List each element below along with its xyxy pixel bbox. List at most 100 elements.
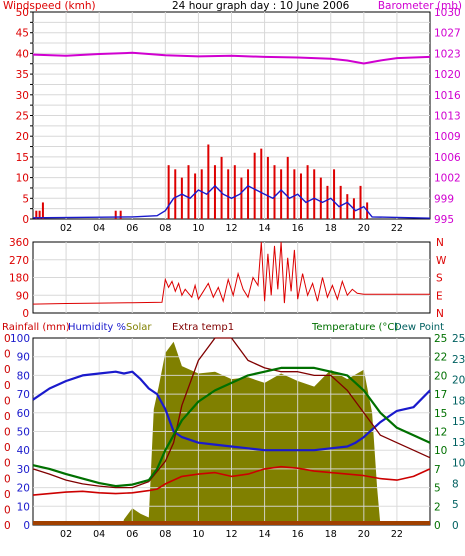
humidity-tick-label: 70: [17, 389, 30, 401]
compass-label: S: [436, 273, 443, 285]
barometer-tick-label: 999: [434, 193, 454, 205]
legend-extra-temp: Extra temp1: [172, 322, 234, 333]
gust-line: [32, 184, 431, 219]
windspeed-tick-label: 0: [22, 214, 29, 226]
temperature-panel-grid: [33, 338, 430, 525]
temperature-panel-series: [32, 337, 431, 525]
dewpoint-tick-label: 20: [452, 375, 465, 387]
humidity-tick-label: 50: [17, 427, 30, 439]
wind-x-tick-label: 18: [325, 223, 337, 234]
compass-label: N: [436, 237, 444, 249]
barometer-tick-label: 1023: [434, 48, 461, 60]
barometer-tick-label: 1030: [434, 7, 461, 19]
dewpoint-tick-label: 15: [452, 416, 465, 428]
wind-x-tick-label: 02: [60, 223, 72, 234]
barometer-tick-label: 1006: [434, 152, 461, 164]
temperature-x-tick-label: 22: [391, 529, 403, 540]
chart-title: 24 hour graph day : 10 June 2006: [172, 0, 350, 12]
temperature-line: [32, 366, 431, 488]
temperature-tick-label: 20: [434, 370, 447, 382]
rainfall-tick-label: 0: [4, 427, 11, 439]
wind-x-tick-label: 06: [126, 223, 138, 234]
humidity-tick-label: 90: [17, 352, 30, 364]
legend-solar: Solar: [126, 322, 152, 333]
rainfall-tick-label: 0: [4, 349, 11, 361]
humidity-tick-label: 0: [23, 520, 30, 532]
dewpoint-tick-label: 18: [452, 395, 465, 407]
dewpoint-tick-label: 0: [452, 520, 459, 532]
extra_temp-line: [32, 337, 431, 489]
windspeed-tick-label: 5: [22, 193, 29, 205]
wind-x-tick-label: 04: [93, 223, 105, 234]
barometer-tick-label: 995: [434, 214, 454, 226]
temperature-x-tick-label: 06: [126, 529, 138, 540]
legend-dew-point: Dew Point: [394, 322, 444, 333]
windspeed-tick-label: 10: [16, 173, 29, 185]
barometer-tick-label: 1002: [434, 173, 461, 185]
temperature-tick-label: 7: [434, 464, 441, 476]
temperature-x-tick-label: 02: [60, 529, 72, 540]
temperature-x-tick-label: 08: [159, 529, 171, 540]
humidity-tick-label: 100: [10, 333, 30, 345]
barometer-axis-label: Barometer (mb): [378, 0, 462, 12]
temperature-x-tick-label: 04: [93, 529, 105, 540]
wind-direction-line: [32, 241, 430, 305]
barometer-tick-label: 1027: [434, 28, 461, 40]
legend-rainfall: Rainfall (mm): [2, 322, 70, 333]
windspeed-tick-label: 35: [16, 69, 29, 81]
temperature-x-tick-label: 20: [358, 529, 370, 540]
temperature-tick-label: 15: [434, 408, 447, 420]
temperature-x-tick-label: 12: [225, 529, 237, 540]
wind-x-tick-label: 22: [391, 223, 403, 234]
temperature-x-tick-label: 14: [259, 529, 271, 540]
wind-panel-ticks: 0510152025303540455099599910021006100910…: [16, 7, 461, 234]
legend-humidity: Humidity %: [68, 322, 126, 333]
wind-x-tick-label: 20: [358, 223, 370, 234]
rainfall-tick-label: 0: [4, 333, 11, 345]
barometer-tick-label: 1013: [434, 111, 461, 123]
windspeed-tick-label: 25: [16, 111, 29, 123]
rainfall-tick-label: 0: [4, 489, 11, 501]
temperature-tick-label: 25: [434, 333, 447, 345]
windspeed-tick-label: 45: [16, 28, 29, 40]
dewpoint-tick-label: 25: [452, 333, 465, 345]
temperature-tick-label: 12: [434, 427, 447, 439]
rainfall-tick-label: 0: [4, 442, 11, 454]
compass-label: N: [436, 308, 444, 320]
humidity-tick-label: 80: [17, 370, 30, 382]
windspeed-tick-label: 30: [16, 90, 29, 102]
barometer-tick-label: 1009: [434, 131, 461, 143]
temperature-tick-label: 2: [434, 501, 441, 513]
windspeed-axis-label: Windspeed (kmh): [3, 0, 96, 12]
compass-label: E: [436, 290, 443, 302]
humidity-tick-label: 30: [17, 464, 30, 476]
temperature-tick-label: 22: [434, 352, 447, 364]
rainfall-tick-label: 0: [4, 458, 11, 470]
temperature-x-tick-label: 18: [325, 529, 337, 540]
windspeed-tick-label: 15: [16, 152, 29, 164]
temperature-tick-label: 17: [434, 389, 447, 401]
dewpoint-tick-label: 23: [452, 354, 465, 366]
rainfall-tick-label: 0: [4, 395, 11, 407]
legend-temperature: Temperature (°C): [311, 322, 398, 333]
rainfall-baseline: [33, 521, 430, 525]
wind-x-tick-label: 08: [159, 223, 171, 234]
rainfall-tick-label: 0: [4, 364, 11, 376]
humidity-tick-label: 10: [17, 501, 30, 513]
direction-tick-label: 0: [22, 308, 29, 320]
dewpoint-tick-label: 10: [452, 458, 465, 470]
wind-x-tick-label: 10: [192, 223, 204, 234]
rainfall-tick-label: 0: [4, 473, 11, 485]
rainfall-tick-label: 0: [4, 380, 11, 392]
humidity-tick-label: 40: [17, 445, 30, 457]
dewpoint-tick-label: 8: [452, 478, 459, 490]
dewpoint-tick-label: 5: [452, 499, 459, 511]
temperature-tick-label: 0: [434, 520, 441, 532]
humidity-tick-label: 60: [17, 408, 30, 420]
direction-tick-label: 90: [16, 290, 29, 302]
humidity-line: [32, 370, 431, 452]
temperature-x-tick-label: 10: [192, 529, 204, 540]
temperature-x-tick-label: 16: [292, 529, 304, 540]
